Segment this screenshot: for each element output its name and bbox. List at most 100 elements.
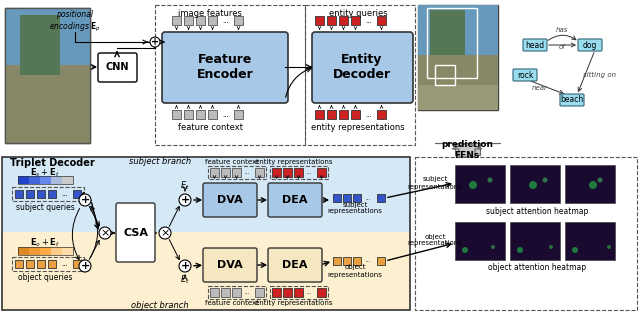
Text: object branch: object branch: [131, 301, 189, 311]
Bar: [12, 187, 84, 201]
Circle shape: [469, 181, 477, 189]
Bar: [208, 110, 217, 119]
Bar: [5, 65, 90, 143]
Bar: [5, 8, 90, 143]
Bar: [2, 232, 410, 310]
Bar: [283, 168, 292, 177]
Bar: [305, 5, 415, 145]
Bar: [565, 165, 615, 203]
Bar: [20, 15, 60, 75]
Bar: [51, 247, 62, 255]
Bar: [48, 260, 56, 268]
Text: dog: dog: [583, 41, 597, 50]
Text: near: near: [532, 85, 548, 91]
Bar: [317, 168, 326, 177]
Text: feature context: feature context: [205, 159, 259, 165]
Text: object queries: object queries: [18, 273, 72, 283]
Circle shape: [572, 247, 578, 253]
Text: entity representations: entity representations: [255, 300, 333, 306]
Bar: [210, 168, 219, 177]
Bar: [333, 257, 341, 265]
Bar: [418, 5, 498, 55]
Bar: [377, 257, 385, 265]
Bar: [510, 165, 560, 203]
Text: subject
representations: subject representations: [328, 202, 383, 214]
Text: image features: image features: [178, 8, 242, 18]
Bar: [37, 190, 45, 198]
Bar: [455, 222, 505, 260]
Text: head: head: [525, 41, 545, 50]
Circle shape: [179, 260, 191, 272]
Circle shape: [179, 194, 191, 206]
Text: $E_t$: $E_t$: [180, 180, 190, 192]
Text: subject
representations: subject representations: [408, 176, 463, 190]
Bar: [15, 260, 23, 268]
Text: subject branch: subject branch: [129, 158, 191, 166]
Bar: [18, 176, 29, 184]
Polygon shape: [452, 143, 482, 157]
Bar: [430, 10, 465, 55]
Text: ...: ...: [222, 18, 228, 24]
Bar: [351, 16, 360, 25]
Text: of: of: [559, 44, 565, 50]
Bar: [51, 176, 62, 184]
Text: beach: beach: [561, 95, 584, 105]
Bar: [0, 0, 640, 150]
Text: feature context: feature context: [205, 300, 259, 306]
Text: Feature
Encoder: Feature Encoder: [196, 53, 253, 81]
Bar: [208, 286, 266, 299]
Bar: [317, 288, 326, 297]
Bar: [435, 65, 455, 85]
Bar: [2, 157, 410, 310]
Text: CNN: CNN: [105, 62, 129, 72]
Bar: [12, 257, 84, 271]
Circle shape: [159, 227, 171, 239]
Text: entity representations: entity representations: [311, 123, 405, 133]
Bar: [343, 194, 351, 202]
Polygon shape: [435, 143, 500, 155]
Circle shape: [150, 37, 160, 47]
Bar: [294, 168, 303, 177]
Text: +: +: [81, 195, 90, 205]
Text: ...: ...: [61, 261, 68, 267]
Bar: [172, 110, 181, 119]
Bar: [353, 257, 361, 265]
Text: ...: ...: [365, 112, 372, 118]
Text: ...: ...: [365, 258, 371, 263]
Text: Triplet Decoder: Triplet Decoder: [10, 158, 95, 168]
Text: DVA: DVA: [217, 260, 243, 270]
Bar: [208, 16, 217, 25]
Bar: [255, 168, 264, 177]
Text: CSA: CSA: [123, 228, 148, 237]
FancyBboxPatch shape: [98, 53, 137, 82]
Bar: [232, 168, 241, 177]
FancyBboxPatch shape: [560, 94, 584, 106]
Text: rock: rock: [517, 71, 533, 79]
Bar: [351, 110, 360, 119]
Text: ...: ...: [306, 171, 311, 176]
Bar: [5, 8, 90, 88]
Text: +: +: [180, 195, 189, 205]
Text: feature context: feature context: [177, 123, 243, 133]
Bar: [315, 110, 324, 119]
Text: $\mathbf{E}_s + \mathbf{E}_t$: $\mathbf{E}_s + \mathbf{E}_t$: [30, 167, 60, 179]
Bar: [565, 222, 615, 260]
FancyBboxPatch shape: [523, 39, 547, 51]
Circle shape: [517, 247, 523, 253]
Bar: [272, 288, 281, 297]
Bar: [377, 194, 385, 202]
Bar: [510, 222, 560, 260]
Circle shape: [543, 177, 547, 182]
Bar: [270, 286, 328, 299]
Bar: [255, 288, 264, 297]
Text: subject attention heatmap: subject attention heatmap: [486, 207, 588, 215]
Bar: [29, 247, 40, 255]
Bar: [5, 8, 90, 143]
Text: has: has: [556, 27, 568, 33]
Text: ×: ×: [160, 228, 170, 238]
Text: +: +: [180, 261, 189, 271]
Bar: [455, 165, 505, 203]
Bar: [221, 168, 230, 177]
Text: prediction
FFNs: prediction FFNs: [441, 140, 493, 160]
Bar: [73, 190, 81, 198]
